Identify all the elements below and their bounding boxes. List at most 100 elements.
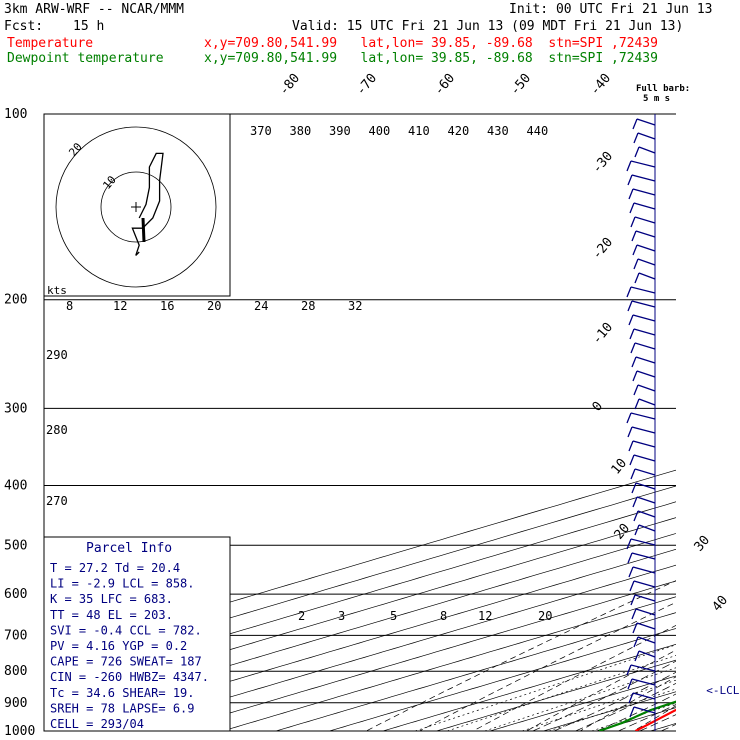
hodograph-storm-vector bbox=[141, 217, 146, 243]
wind-barb bbox=[634, 272, 656, 284]
pressure-tick-label: 600 bbox=[4, 587, 27, 602]
barb-feather bbox=[634, 272, 640, 284]
wind-barb bbox=[627, 426, 656, 438]
barb-feather bbox=[633, 510, 639, 522]
moist-adiabat bbox=[554, 671, 676, 731]
wind-barb bbox=[626, 538, 656, 550]
isotherm-line bbox=[275, 612, 676, 731]
wind-barb bbox=[629, 454, 656, 466]
pressure-tick-label: 400 bbox=[4, 478, 27, 493]
moist-adiabat bbox=[575, 682, 676, 731]
wind-barb bbox=[626, 412, 656, 424]
barb-feather bbox=[628, 566, 634, 578]
barb-shaft bbox=[634, 468, 656, 476]
barb-feather bbox=[627, 552, 633, 564]
wind-barb bbox=[626, 160, 656, 172]
wind-barb bbox=[634, 524, 656, 536]
pressure-tick-label: 500 bbox=[4, 538, 27, 553]
barb-feather bbox=[633, 258, 639, 270]
pressure-tick-label: 700 bbox=[4, 628, 27, 643]
barb-shaft bbox=[633, 202, 656, 210]
barb-feather bbox=[628, 188, 634, 200]
moist-adiabat bbox=[596, 693, 676, 731]
isotherm-label: -60 bbox=[432, 71, 459, 99]
wind-barb bbox=[631, 356, 656, 368]
barb-shaft bbox=[632, 314, 656, 322]
wind-barb bbox=[629, 328, 656, 340]
isotherm-line bbox=[222, 596, 676, 731]
barb-feather bbox=[627, 426, 633, 438]
pressure-tick-label: 100 bbox=[4, 107, 27, 122]
isotherm-label: -50 bbox=[508, 71, 535, 99]
barb-feather bbox=[628, 440, 634, 452]
barb-feather bbox=[634, 398, 640, 410]
isotherm-line bbox=[44, 469, 676, 658]
barb-feather bbox=[627, 300, 633, 312]
barb-shaft bbox=[634, 342, 656, 350]
dry-adiabat bbox=[526, 649, 676, 731]
mixing-ratio-label: 8 bbox=[440, 609, 447, 623]
marker-lcl: <-LCL bbox=[706, 684, 739, 697]
barb-feather bbox=[633, 132, 639, 144]
temperature-legend: Temperature bbox=[7, 36, 94, 51]
theta-label: 370 bbox=[250, 124, 272, 138]
wind-barb bbox=[628, 440, 656, 452]
barb-feather bbox=[629, 454, 635, 466]
wind-barb bbox=[626, 664, 656, 676]
full-barb-note: Full barb: bbox=[636, 84, 691, 94]
isotherm-line bbox=[650, 723, 676, 731]
barb-shaft bbox=[637, 132, 656, 140]
mixing-ratio-label: 12 bbox=[478, 609, 492, 623]
model-title: 3km ARW-WRF -- NCAR/MMM bbox=[4, 2, 185, 17]
barb-shaft bbox=[636, 622, 656, 630]
barb-shaft bbox=[631, 300, 656, 308]
isotherm-label: -10 bbox=[590, 320, 617, 348]
isotherm-label: -80 bbox=[277, 71, 304, 99]
barb-shaft bbox=[638, 272, 656, 280]
parcel-row: CIN = -260 HWBZ= 4347. bbox=[50, 670, 209, 684]
barb-shaft bbox=[635, 608, 656, 616]
pressure-tick-label: 300 bbox=[4, 401, 27, 416]
wind-barb bbox=[628, 692, 656, 704]
theta-label: 390 bbox=[329, 124, 351, 138]
barb-feather bbox=[628, 692, 634, 704]
parcel-row: TT = 48 EL = 203. bbox=[50, 608, 173, 622]
barb-feather bbox=[631, 608, 637, 620]
dry-adiabat bbox=[365, 580, 676, 731]
dry-adiabat bbox=[687, 114, 740, 731]
barb-shaft bbox=[635, 230, 656, 238]
isotherm-labels: -80 -70 -60 -50 -40 -30 -20 -10 0 10 20 30 40 bbox=[277, 71, 732, 615]
wind-barb bbox=[633, 384, 656, 396]
wind-barb bbox=[633, 510, 656, 522]
wind-barb bbox=[628, 314, 656, 326]
theta-label: 420 bbox=[448, 124, 470, 138]
barb-shaft bbox=[630, 664, 656, 672]
barb-shaft bbox=[631, 426, 656, 434]
barb-shaft bbox=[637, 258, 656, 266]
parcel-row: PV = 4.16 YGP = 0.2 bbox=[50, 639, 187, 653]
parcel-info-box: Parcel Info T = 27.2 Td = 20.4 LI = -2.9 L… bbox=[43, 536, 231, 732]
theta-labels: 370 380 390 400 410 420 430 440 290 280 270 2 3 5 8 12 2… bbox=[46, 124, 552, 623]
mixing-ratio-line bbox=[521, 679, 676, 731]
theta-label: 380 bbox=[290, 124, 312, 138]
barb-shaft bbox=[636, 118, 656, 126]
dewpoint-legend: Dewpoint temperature bbox=[7, 51, 164, 66]
barb-shaft bbox=[638, 146, 656, 154]
hodo-speed-tick: 28 bbox=[301, 299, 315, 313]
barb-feather bbox=[627, 174, 633, 186]
wind-barb bbox=[634, 650, 656, 662]
wind-barb bbox=[631, 608, 656, 620]
hodo-speed-tick: 16 bbox=[160, 299, 174, 313]
parcel-row: SREH = 78 LAPSE= 6.9 bbox=[50, 701, 195, 715]
barb-feather bbox=[634, 650, 640, 662]
temperature-line bbox=[634, 708, 676, 731]
barb-feather bbox=[626, 538, 632, 550]
forecast-label: Fcst: bbox=[4, 19, 44, 34]
barb-feather bbox=[630, 216, 636, 228]
hodo-ring-label: 20 bbox=[66, 140, 84, 159]
wind-barb bbox=[628, 188, 656, 200]
barb-feather bbox=[629, 328, 635, 340]
hodo-speed-tick: 32 bbox=[348, 299, 362, 313]
wind-barb bbox=[629, 202, 656, 214]
